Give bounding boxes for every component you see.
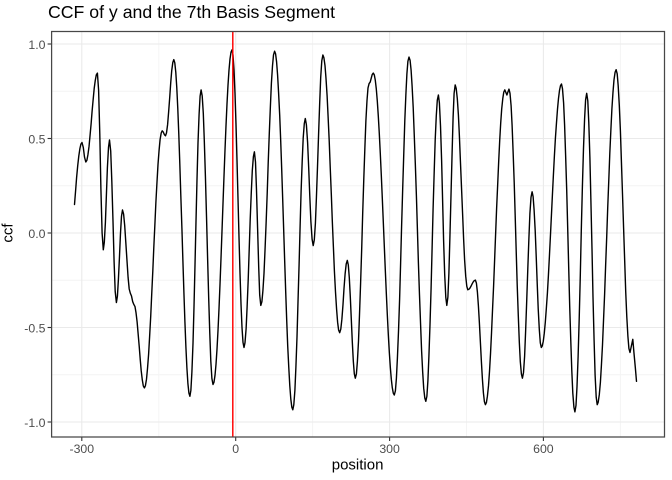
svg-text:-1.0: -1.0 <box>24 416 45 430</box>
svg-text:position: position <box>332 457 384 474</box>
svg-text:600: 600 <box>533 442 554 456</box>
svg-text:ccf: ccf <box>0 223 17 243</box>
svg-text:CCF of y and the 7th Basis Seg: CCF of y and the 7th Basis Segment <box>48 2 335 22</box>
svg-text:300: 300 <box>379 442 400 456</box>
svg-text:-300: -300 <box>69 442 94 456</box>
svg-text:0: 0 <box>232 442 239 456</box>
svg-text:-0.5: -0.5 <box>24 322 45 336</box>
svg-text:0.0: 0.0 <box>28 227 45 241</box>
svg-text:0.5: 0.5 <box>28 133 45 147</box>
svg-text:1.0: 1.0 <box>28 38 45 52</box>
